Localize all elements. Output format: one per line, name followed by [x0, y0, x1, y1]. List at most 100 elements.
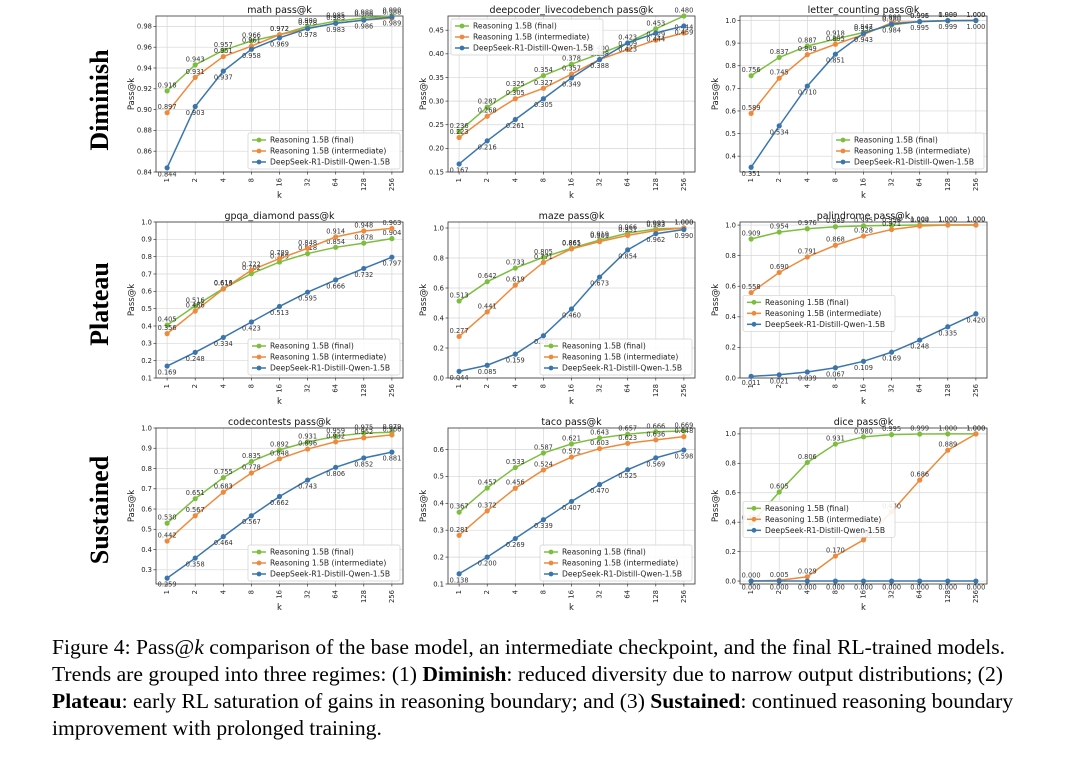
y-tick-label: 0.9: [725, 39, 736, 47]
data-label-intermediate: 0.277: [450, 327, 469, 335]
x-tick-label: 32: [888, 384, 896, 393]
data-label-intermediate: 0.983: [326, 14, 345, 22]
data-label-final: 0.733: [506, 259, 525, 267]
chart-title: taco pass@k: [541, 417, 602, 428]
x-tick-label: 256: [972, 178, 980, 191]
x-tick-label: 2: [483, 590, 491, 594]
y-axis-label: Pass@k: [711, 284, 721, 316]
data-point-intermediate: [456, 134, 462, 141]
data-point-base: [248, 513, 255, 519]
x-tick-label: 8: [831, 384, 839, 388]
data-label-final: 0.480: [674, 7, 693, 15]
chart-legend: Reasoning 1.5B (final) Reasoning 1.5B (in…: [450, 18, 604, 56]
x-tick-label: 256: [680, 178, 688, 191]
data-label-final: 0.835: [242, 452, 261, 460]
legend-label-final: Reasoning 1.5B (final): [562, 548, 646, 557]
legend-marker-base: [548, 365, 554, 371]
data-point-final: [361, 240, 367, 246]
x-tick-label: 8: [247, 590, 255, 594]
data-label-intermediate: 0.005: [770, 571, 789, 579]
caption-sustained: Sustained: [650, 689, 741, 713]
y-tick-label: 0.0: [725, 374, 736, 382]
data-point-base: [248, 46, 255, 52]
data-point-final: [192, 303, 198, 309]
data-label-intermediate: 0.789: [270, 249, 289, 257]
data-label-final: 0.605: [770, 483, 789, 491]
data-point-intermediate: [945, 222, 951, 228]
data-label-base: 0.269: [506, 541, 525, 549]
data-point-base: [276, 493, 283, 500]
data-point-intermediate: [832, 553, 839, 559]
data-point-intermediate: [540, 85, 547, 91]
data-point-base: [832, 51, 839, 57]
data-label-final: 0.959: [326, 427, 345, 435]
x-tick-label: 2: [483, 384, 491, 388]
legend-label-final: Reasoning 1.5B (final): [562, 342, 646, 351]
x-tick-label: 256: [388, 590, 396, 603]
data-label-base: 0.420: [966, 316, 985, 324]
x-tick-label: 256: [972, 384, 980, 397]
data-point-base: [804, 369, 810, 375]
chart-title: letter_counting pass@k: [808, 5, 920, 16]
legend-marker-final: [256, 549, 262, 555]
x-tick-label: 2: [191, 590, 199, 594]
data-label-intermediate: 0.029: [798, 567, 817, 575]
x-tick-label: 8: [539, 178, 547, 182]
y-tick-label: 0.86: [137, 148, 152, 156]
data-label-final: 0.513: [450, 292, 469, 300]
data-label-intermediate: 0.623: [618, 434, 637, 442]
data-point-final: [248, 458, 255, 465]
data-point-base: [164, 575, 170, 581]
x-tick-label: 4: [803, 590, 811, 594]
x-axis-label: k: [277, 603, 282, 613]
data-label-final: 1.000: [938, 216, 957, 224]
data-label-final: 0.892: [270, 440, 289, 448]
data-label-base: 1.000: [966, 23, 985, 31]
data-label-final: 0.533: [506, 458, 525, 466]
data-label-intermediate: 0.648: [674, 427, 693, 435]
data-point-base: [333, 20, 339, 26]
data-point-intermediate: [276, 255, 283, 262]
data-label-final: 0.979: [382, 423, 401, 431]
data-point-final: [456, 509, 462, 515]
legend-label-intermediate: Reasoning 1.5B (intermediate): [562, 559, 678, 568]
data-point-intermediate: [625, 232, 631, 238]
y-tick-label: 0.35: [429, 74, 444, 82]
data-point-intermediate: [248, 470, 255, 476]
data-point-base: [192, 103, 198, 110]
data-label-intermediate: 0.327: [534, 79, 553, 87]
y-tick-label: 0.4: [433, 314, 444, 322]
caption-pass-prefix: Pass@: [135, 635, 195, 659]
data-label-final: 0.998: [882, 216, 901, 224]
chart-svg-7: taco pass@k 0.1 0.2 0.3 0.4 0.5 0.6 1 2 4 8 16 32 64 1…: [419, 417, 696, 613]
data-label-base: 0.710: [798, 89, 817, 97]
data-label-intermediate: 0.868: [826, 236, 845, 244]
data-label-base: 0.595: [298, 295, 317, 303]
data-label-base: 0.962: [646, 236, 665, 244]
x-tick-label: 2: [191, 384, 199, 388]
data-point-intermediate: [540, 259, 547, 265]
x-tick-label: 32: [304, 590, 312, 599]
data-label-base: 0.673: [590, 280, 609, 288]
data-point-base: [456, 571, 462, 577]
data-label-final: 1.000: [938, 424, 957, 432]
plot-frame: [739, 427, 988, 585]
data-label-intermediate: 1.000: [938, 216, 957, 224]
data-label-final: 0.865: [562, 239, 581, 247]
data-point-intermediate: [860, 537, 867, 543]
x-axis-label: k: [277, 191, 282, 201]
x-tick-label: 2: [191, 178, 199, 182]
data-label-base: 0.464: [214, 539, 233, 547]
data-point-base: [945, 578, 951, 584]
data-label-intermediate: 0.722: [242, 261, 261, 269]
data-label-base: 0.067: [826, 370, 845, 378]
chart-panel-3: gpqa_diamond pass@k 0.1 0.2 0.3 0.4 0.5 0.6 0.7…: [127, 208, 408, 408]
data-label-base: 0.881: [382, 455, 401, 463]
x-tick-label: 2: [775, 590, 783, 594]
x-tick-label: 64: [332, 384, 340, 393]
data-label-base: 0.743: [298, 483, 317, 491]
data-label-final: 1.000: [966, 216, 985, 224]
legend-box: [450, 18, 604, 56]
data-label-final: 0.904: [382, 229, 401, 237]
legend-marker-base: [459, 45, 465, 51]
